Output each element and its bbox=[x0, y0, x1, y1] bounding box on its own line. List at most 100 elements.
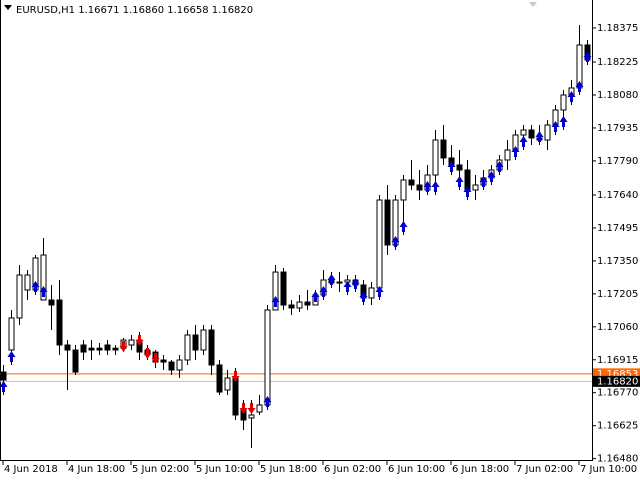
sell-arrow bbox=[135, 335, 144, 347]
candle-body bbox=[88, 347, 95, 351]
price-label: 1.16853 bbox=[597, 369, 638, 380]
candle-body bbox=[432, 139, 439, 176]
candle-body bbox=[176, 359, 183, 371]
candle-body bbox=[80, 344, 87, 353]
price-label-box bbox=[593, 368, 640, 380]
buy-arrow bbox=[311, 291, 320, 302]
buy-arrow bbox=[0, 381, 8, 392]
candle-body bbox=[472, 184, 479, 191]
candle-body bbox=[256, 404, 263, 413]
candle-body bbox=[0, 371, 7, 381]
shift-marker[interactable] bbox=[529, 2, 537, 7]
buy-arrow bbox=[559, 116, 568, 127]
candle-body bbox=[168, 361, 175, 371]
candle-body bbox=[16, 274, 23, 319]
buy-arrow bbox=[431, 181, 440, 192]
y-tick-label: 1.18375 bbox=[597, 23, 638, 34]
sell-arrow bbox=[231, 370, 240, 382]
y-tick-label: 1.17790 bbox=[597, 156, 638, 167]
buy-arrow bbox=[319, 286, 328, 297]
candle-body bbox=[200, 329, 207, 351]
candle-body bbox=[544, 124, 551, 141]
x-tick-label: 6 Jun 18:00 bbox=[452, 464, 509, 475]
candle-body bbox=[384, 199, 391, 246]
buy-arrow bbox=[343, 281, 352, 292]
candle-body bbox=[368, 287, 375, 299]
buy-arrow bbox=[519, 136, 528, 147]
sell-arrow bbox=[151, 353, 160, 364]
y-tick-label: 1.17205 bbox=[597, 289, 638, 300]
candle-body bbox=[96, 347, 103, 351]
candle-body bbox=[56, 299, 63, 346]
x-tick-label: 5 Jun 10:00 bbox=[196, 464, 253, 475]
buy-arrow bbox=[327, 273, 336, 285]
buy-arrow bbox=[535, 131, 544, 142]
candle-body bbox=[456, 164, 463, 171]
candle-body bbox=[336, 281, 343, 284]
chart-title: EURUSD,H1 1.16671 1.16860 1.16658 1.1682… bbox=[16, 5, 253, 16]
candle-body bbox=[376, 199, 383, 289]
buy-arrow bbox=[351, 278, 360, 290]
candle-body bbox=[128, 339, 135, 346]
sell-arrow bbox=[143, 348, 152, 359]
candle-body bbox=[160, 359, 167, 363]
y-tick-label: 1.17060 bbox=[597, 322, 638, 333]
sell-arrow bbox=[119, 340, 128, 352]
x-tick-label: 6 Jun 02:00 bbox=[324, 464, 381, 475]
x-tick-label: 5 Jun 02:00 bbox=[132, 464, 189, 475]
price-label: 1.16820 bbox=[597, 376, 638, 387]
y-tick-label: 1.16915 bbox=[597, 355, 638, 366]
candle-body bbox=[216, 364, 223, 393]
candle-body bbox=[440, 139, 447, 159]
buy-arrow bbox=[31, 281, 40, 292]
candle-body bbox=[400, 179, 407, 201]
candle-body bbox=[8, 317, 15, 351]
buy-arrow bbox=[455, 176, 464, 187]
buy-arrow bbox=[423, 181, 432, 192]
candle-body bbox=[416, 184, 423, 191]
buy-arrow bbox=[271, 296, 280, 307]
y-tick-label: 1.18225 bbox=[597, 57, 638, 68]
candle-body bbox=[304, 301, 311, 306]
candle-body bbox=[112, 347, 119, 351]
price-label-box bbox=[593, 375, 640, 387]
buy-arrow bbox=[567, 91, 576, 102]
y-tick-label: 1.16480 bbox=[597, 454, 638, 465]
candle-body bbox=[40, 254, 47, 301]
candle-body bbox=[560, 94, 567, 111]
buy-arrow bbox=[511, 146, 520, 157]
candle-body bbox=[192, 334, 199, 351]
candle-body bbox=[408, 179, 415, 186]
buy-arrow bbox=[463, 186, 472, 197]
buy-arrow bbox=[359, 291, 368, 302]
x-tick-label: 4 Jun 2018 bbox=[4, 464, 58, 475]
sell-arrow bbox=[239, 403, 248, 414]
candle-body bbox=[288, 304, 295, 309]
candle-body bbox=[296, 301, 303, 309]
y-tick-label: 1.16625 bbox=[597, 421, 638, 432]
candle-body bbox=[24, 274, 31, 291]
candle-body bbox=[208, 329, 215, 366]
candle-body bbox=[224, 377, 231, 391]
candle-body bbox=[280, 271, 287, 306]
buy-arrow bbox=[399, 221, 408, 232]
y-tick-label: 1.16770 bbox=[597, 388, 638, 399]
buy-arrow bbox=[39, 286, 48, 297]
candle-body bbox=[104, 344, 111, 351]
buy-arrow bbox=[447, 161, 456, 172]
candle-body bbox=[504, 149, 511, 161]
buy-arrow bbox=[7, 351, 16, 362]
x-tick-label: 7 Jun 02:00 bbox=[516, 464, 573, 475]
candle-body bbox=[232, 377, 239, 416]
buy-arrow bbox=[583, 51, 592, 62]
candle-body bbox=[528, 129, 535, 139]
sell-arrow bbox=[247, 403, 256, 414]
candle-body bbox=[72, 349, 79, 373]
candle-body bbox=[520, 129, 527, 136]
symbol-menu-icon[interactable] bbox=[4, 5, 12, 10]
x-tick-label: 7 Jun 10:00 bbox=[580, 464, 637, 475]
buy-arrow bbox=[375, 286, 384, 297]
